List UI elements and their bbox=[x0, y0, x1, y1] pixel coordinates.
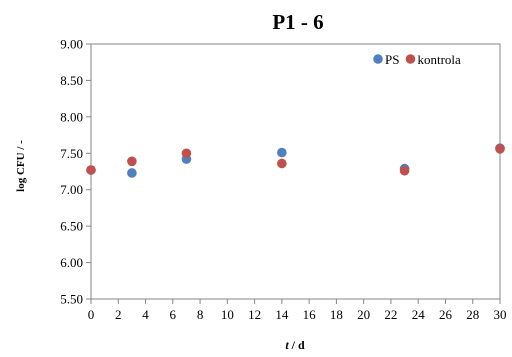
data-point-kontrola bbox=[399, 165, 410, 176]
legend-label-ps: PS bbox=[385, 52, 399, 67]
series-ps bbox=[86, 143, 505, 178]
x-axis-ticks: 0 2 4 6 8 10 12 14 16 18 20 22 24 26 28 30 bbox=[88, 299, 507, 322]
x-tick-label: 24 bbox=[412, 307, 426, 322]
x-tick-label: 22 bbox=[384, 307, 397, 322]
data-point-ps bbox=[277, 147, 287, 158]
y-tick-label: 5.50 bbox=[60, 292, 83, 307]
y-tick-label: 8.50 bbox=[60, 73, 83, 88]
y-tick-label: 7.50 bbox=[60, 146, 83, 161]
x-axis-label-unit: / d bbox=[289, 338, 305, 352]
y-tick-label: 9.00 bbox=[60, 37, 83, 52]
legend-label-kontrola: kontrola bbox=[417, 52, 461, 67]
plot-area bbox=[90, 43, 501, 300]
x-tick-label: 18 bbox=[330, 307, 343, 322]
x-tick-label: 20 bbox=[357, 307, 370, 322]
x-axis-label-variable: t bbox=[285, 338, 289, 352]
x-tick-label: 28 bbox=[466, 307, 479, 322]
x-tick-label: 16 bbox=[303, 307, 317, 322]
data-point-kontrola bbox=[495, 144, 505, 154]
plot-frame bbox=[90, 43, 501, 300]
x-tick-label: 8 bbox=[197, 307, 204, 322]
x-tick-label: 6 bbox=[170, 307, 177, 322]
data-points bbox=[86, 143, 505, 178]
series-kontrola bbox=[86, 144, 505, 176]
chart-title: P1 - 6 bbox=[272, 10, 323, 34]
legend-marker-kontrola bbox=[405, 54, 416, 64]
y-tick-label: 6.50 bbox=[60, 219, 83, 234]
y-tick-label: 7.00 bbox=[60, 182, 83, 197]
y-tick-label: 6.00 bbox=[60, 255, 83, 270]
x-tick-label: 0 bbox=[88, 307, 95, 322]
legend: PS kontrola bbox=[373, 52, 461, 67]
legend-marker-ps bbox=[373, 54, 383, 64]
data-point-ps bbox=[127, 168, 137, 178]
data-point-kontrola bbox=[181, 148, 192, 159]
x-tick-label: 14 bbox=[275, 307, 289, 322]
x-tick-label: 12 bbox=[248, 307, 261, 322]
x-axis-label: t / d bbox=[285, 338, 305, 352]
y-tick-label: 8.00 bbox=[60, 109, 83, 124]
y-axis-label-group: log CFU / - bbox=[15, 140, 27, 192]
data-point-kontrola bbox=[86, 165, 96, 175]
x-tick-label: 10 bbox=[221, 307, 234, 322]
y-axis-ticks: 5.50 6.00 6.50 7.00 7.50 8.00 8.50 9.00 bbox=[60, 37, 91, 307]
x-tick-label: 26 bbox=[439, 307, 453, 322]
y-axis-label: log CFU / - bbox=[15, 140, 27, 192]
data-point-kontrola bbox=[127, 156, 137, 167]
x-tick-label: 2 bbox=[115, 307, 122, 322]
x-tick-label: 30 bbox=[494, 307, 507, 322]
data-point-kontrola bbox=[277, 158, 287, 169]
x-tick-label: 4 bbox=[142, 307, 149, 322]
